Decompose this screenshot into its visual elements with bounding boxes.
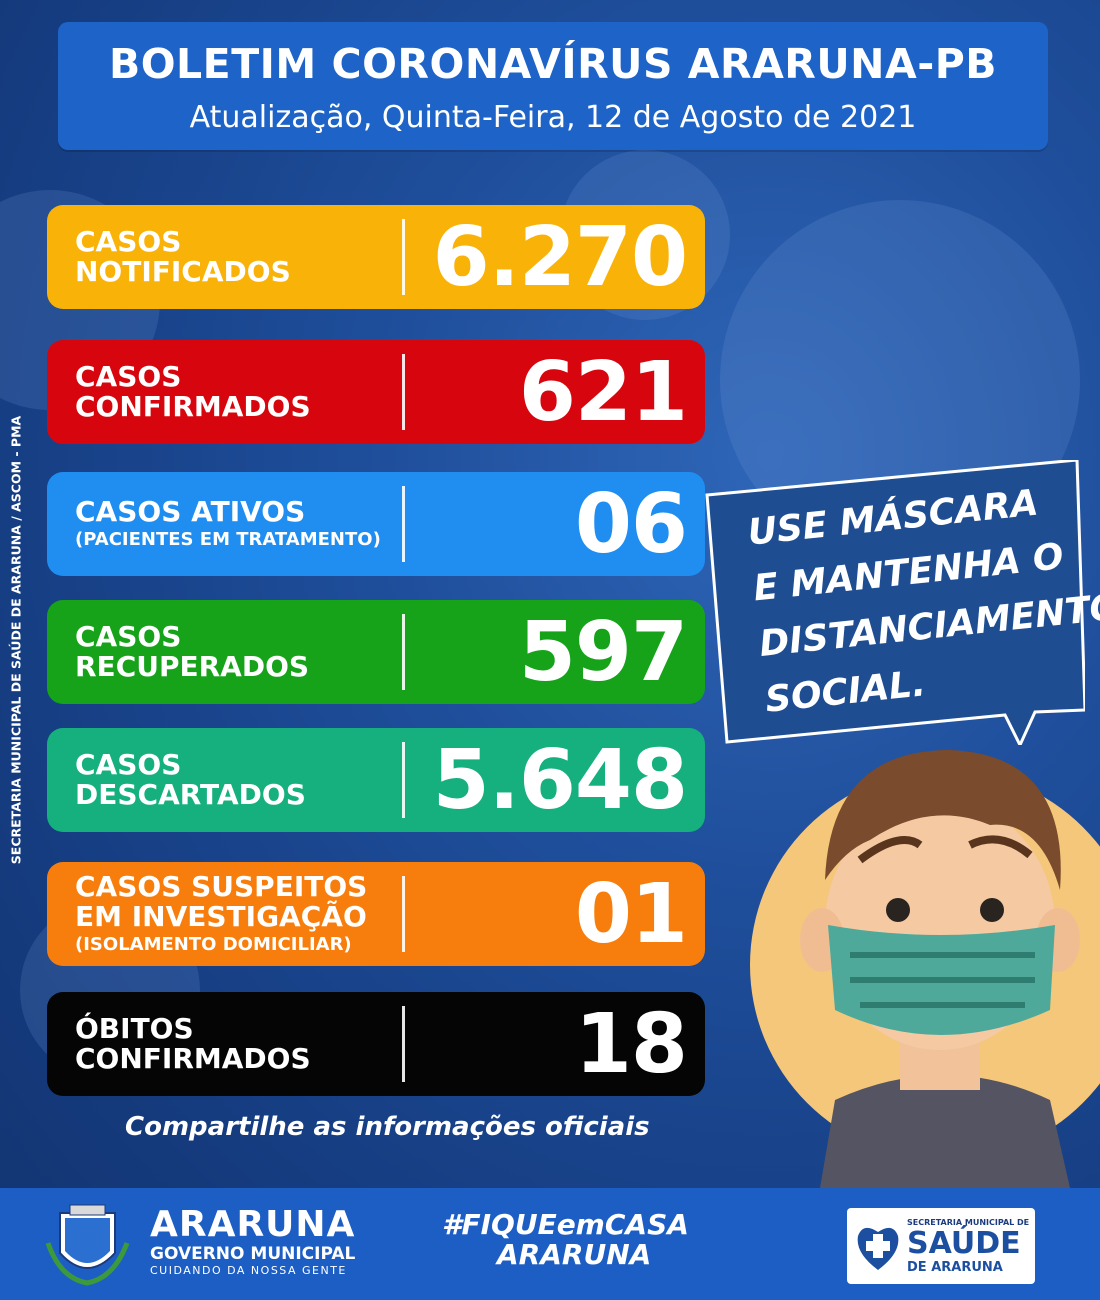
- card-divider: [402, 876, 405, 952]
- mask-message: USE MÁSCARA E MANTENHA O DISTANCIAMENTO …: [745, 468, 1100, 729]
- secretaria-line2: SAÚDE: [907, 1226, 1021, 1261]
- side-credit: SECRETARIA MUNICIPAL DE SAÚDE DE ARARUNA…: [2, 380, 30, 900]
- card-value: 18: [574, 996, 688, 1092]
- card-divider: [402, 1006, 405, 1082]
- card-divider: [402, 614, 405, 690]
- card-value: 597: [518, 604, 688, 700]
- hashtag-line1: #FIQUEemCASA: [442, 1208, 689, 1241]
- card-divider: [402, 742, 405, 818]
- card-label-line1: CASOS: [75, 620, 182, 653]
- secretaria-saude-logo: SECRETARIA MUNICIPAL DE SAÚDE DE ARARUNA: [847, 1208, 1035, 1284]
- card-casos-notificados: CASOS NOTIFICADOS 6.270: [47, 205, 705, 309]
- card-value: 621: [518, 344, 688, 440]
- card-label-line1: CASOS SUSPEITOS: [75, 870, 368, 903]
- header-banner: BOLETIM CORONAVÍRUS ARARUNA-PB Atualizaç…: [58, 22, 1048, 150]
- card-label-line2: CONFIRMADOS: [75, 1042, 311, 1075]
- card-label-small: (PACIENTES EM TRATAMENTO): [75, 529, 381, 550]
- card-label-line1: CASOS: [75, 748, 182, 781]
- card-value: 01: [574, 866, 688, 962]
- brand-tagline: CUIDANDO DA NOSSA GENTE: [150, 1264, 347, 1277]
- card-label-line2: NOTIFICADOS: [75, 255, 291, 288]
- card-label-line2: DESCARTADOS: [75, 778, 306, 811]
- side-credit-text: SECRETARIA MUNICIPAL DE SAÚDE DE ARARUNA…: [8, 415, 24, 865]
- secretaria-line1: SECRETARIA MUNICIPAL DE: [907, 1218, 1030, 1227]
- share-text: Compartilhe as informações oficiais: [125, 1112, 650, 1142]
- card-label-small: (ISOLAMENTO DOMICILIAR): [75, 934, 352, 955]
- card-divider: [402, 354, 405, 430]
- card-casos-confirmados: CASOS CONFIRMADOS 621: [47, 340, 705, 444]
- card-label-line2: CONFIRMADOS: [75, 390, 311, 423]
- page-title: BOLETIM CORONAVÍRUS ARARUNA-PB: [108, 40, 998, 88]
- card-divider: [402, 486, 405, 562]
- footer-bar: ARARUNA GOVERNO MUNICIPAL CUIDANDO DA NO…: [0, 1188, 1100, 1300]
- hashtag-line2: ARARUNA: [497, 1238, 652, 1271]
- card-label-line1: ÓBITOS: [75, 1012, 194, 1045]
- brand-sub: GOVERNO MUNICIPAL: [150, 1244, 356, 1264]
- araruna-coat-of-arms-icon: [45, 1204, 130, 1286]
- card-value: 5.648: [432, 732, 688, 828]
- card-label-line1: CASOS: [75, 225, 182, 258]
- card-label-line1: CASOS ATIVOS: [75, 495, 306, 528]
- card-casos-descartados: CASOS DESCARTADOS 5.648: [47, 728, 705, 832]
- secretaria-line3: DE ARARUNA: [907, 1260, 1003, 1275]
- card-value: 06: [574, 476, 688, 572]
- araruna-brand: ARARUNA GOVERNO MUNICIPAL CUIDANDO DA NO…: [150, 1204, 356, 1278]
- speech-bubble: USE MÁSCARA E MANTENHA O DISTANCIAMENTO …: [705, 458, 1100, 749]
- hashtag-fique-em-casa: #FIQUEemCASA ARARUNA: [442, 1210, 689, 1270]
- card-casos-recuperados: CASOS RECUPERADOS 597: [47, 600, 705, 704]
- card-divider: [402, 219, 405, 295]
- brand-name: ARARUNA: [150, 1204, 356, 1245]
- card-label-line1: CASOS: [75, 360, 182, 393]
- card-label-line2: RECUPERADOS: [75, 650, 310, 683]
- card-casos-suspeitos: CASOS SUSPEITOS EM INVESTIGAÇÃO (ISOLAMENT…: [47, 862, 705, 966]
- update-date: Atualização, Quinta-Feira, 12 de Agosto …: [189, 100, 917, 135]
- masked-person-illustration: [750, 750, 1100, 1188]
- health-heart-icon: [857, 1227, 899, 1270]
- card-casos-ativos: CASOS ATIVOS (PACIENTES EM TRATAMENTO) 06: [47, 472, 705, 576]
- card-label-line2: EM INVESTIGAÇÃO: [75, 900, 367, 933]
- speech-bubble-icon: [705, 458, 1087, 749]
- card-value: 6.270: [432, 209, 688, 305]
- card-obitos-confirmados: ÓBITOS CONFIRMADOS 18: [47, 992, 705, 1096]
